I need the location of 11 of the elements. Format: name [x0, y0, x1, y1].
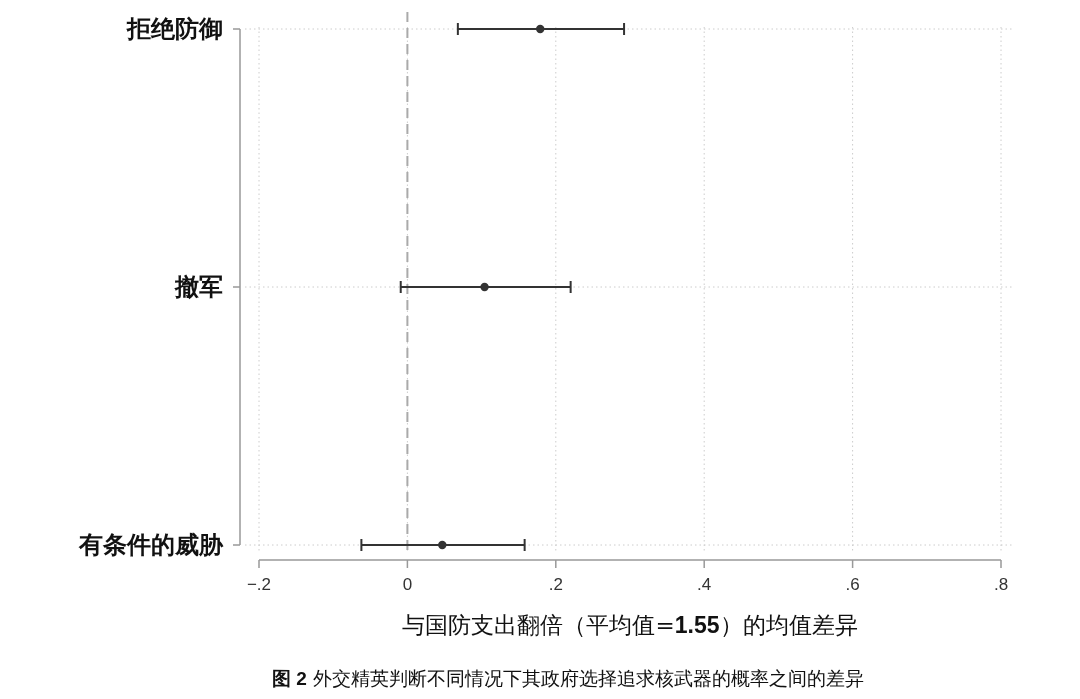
x-tick-label: 0	[402, 575, 413, 594]
x-tick-label: .2	[548, 575, 563, 594]
x-tick-label: .6	[845, 575, 860, 594]
x-tick-label: −.2	[246, 575, 272, 594]
y-tick-label: 有条件的威胁	[78, 530, 224, 559]
x-tick-label: .4	[697, 575, 712, 594]
x-tick-label: .8	[993, 575, 1009, 594]
y-tick-label: 拒绝防御	[126, 14, 223, 43]
text: 图 2 外交精英判断不同情况下其政府选择追求核武器的概率之间的差异	[272, 667, 864, 689]
y-tick-label: 撤军	[174, 272, 223, 301]
x-axis-title: 与国防支出翻倍（平均值=1.55）的均值差异	[402, 612, 858, 638]
